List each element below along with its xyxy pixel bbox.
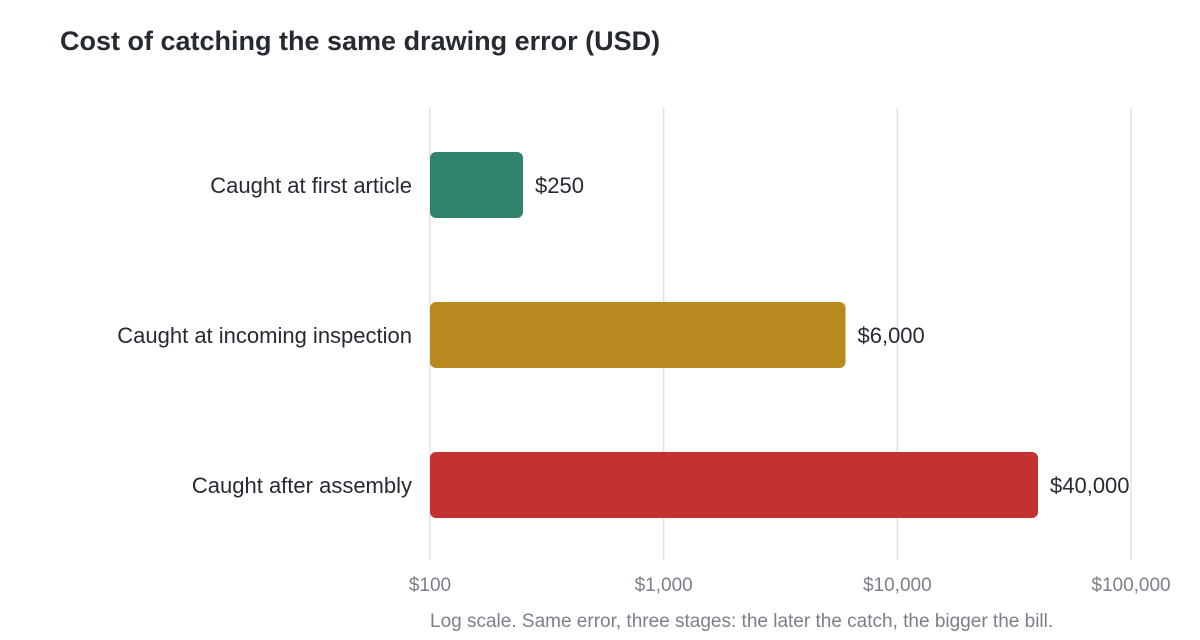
- x-tick-label: $10,000: [863, 575, 932, 596]
- chart-title: Cost of catching the same drawing error …: [60, 26, 661, 56]
- value-label: $6,000: [857, 323, 924, 348]
- value-label: $250: [535, 173, 584, 198]
- x-tick-label: $100: [409, 575, 451, 596]
- bars: [430, 152, 1039, 518]
- bar: [430, 152, 523, 218]
- category-label: Caught after assembly: [192, 473, 412, 498]
- chart-note: Log scale. Same error, three stages: the…: [430, 611, 1053, 632]
- x-tick-label: $1,000: [635, 575, 693, 596]
- category-label: Caught at incoming inspection: [117, 323, 412, 348]
- bar: [430, 452, 1039, 518]
- bar: [430, 302, 846, 368]
- category-label: Caught at first article: [210, 173, 412, 198]
- labels: Caught at first article $250 Caught at inc…: [117, 173, 1129, 498]
- value-label: $40,000: [1050, 473, 1130, 498]
- x-tick-label: $100,000: [1091, 575, 1170, 596]
- x-axis-ticks: $100 $1,000 $10,000 $100,000: [409, 575, 1171, 596]
